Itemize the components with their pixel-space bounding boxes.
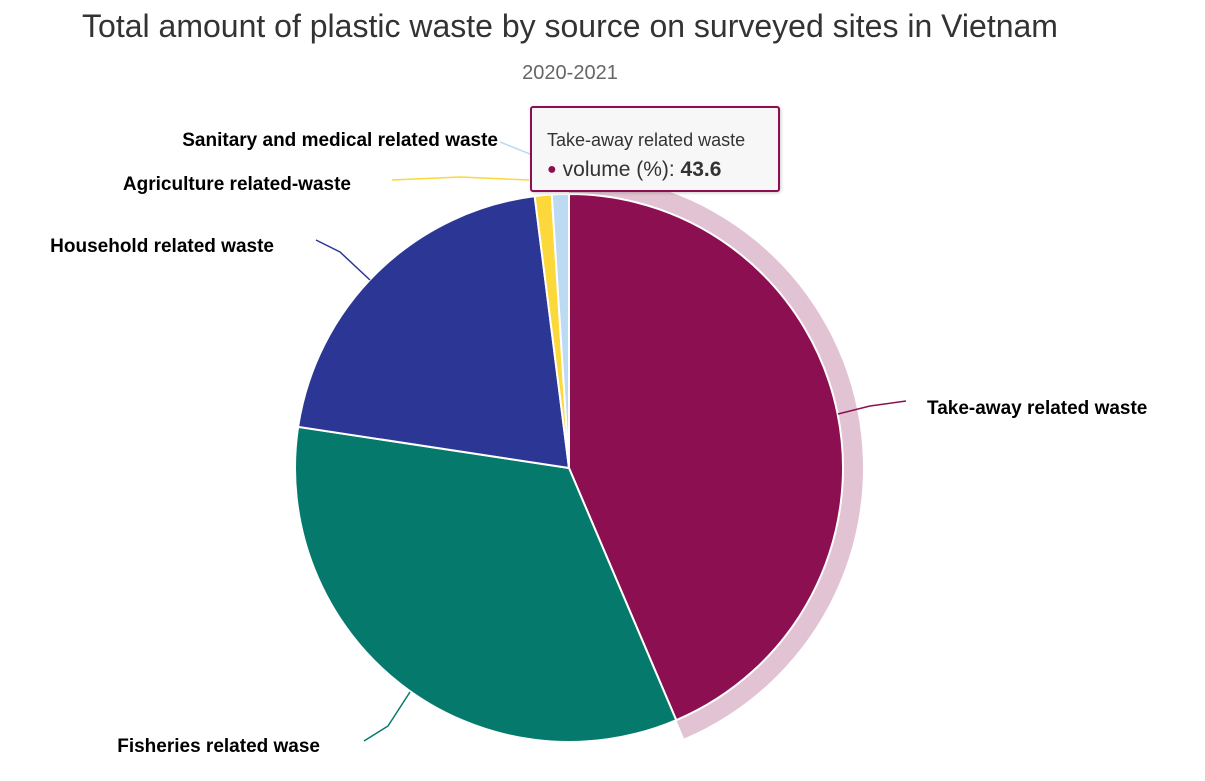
connector-agriculture-related-waste [391, 176, 530, 181]
connector-household-related-waste [315, 239, 371, 281]
pie-slice-fisheries-related-wase [294, 425, 678, 743]
tooltip: Take-away related waste ● volume (%): 43.… [530, 106, 780, 192]
series-dot-icon: ● [547, 161, 557, 178]
tooltip-value: 43.6 [680, 158, 722, 181]
pie-slice-household-related-waste [296, 195, 571, 470]
tooltip-series-name: volume (%) [562, 158, 669, 181]
chart-subtitle: 2020-2021 [522, 62, 618, 84]
data-label-fisheries-related-wase: Fisheries related wase [117, 736, 320, 757]
connector-fisheries-related-wase [363, 691, 411, 742]
data-label-household-related-waste: Household related waste [50, 236, 274, 257]
data-label-agriculture-related-waste: Agriculture related-waste [123, 174, 351, 195]
tooltip-row: ● volume (%): 43.6 [547, 158, 722, 181]
data-label-sanitary-and-medical-related-waste: Sanitary and medical related waste [182, 130, 498, 151]
chart-title: Total amount of plastic waste by source … [82, 8, 1058, 44]
connector-take-away-related-waste [837, 400, 907, 415]
data-label-take-away-related-waste: Take-away related waste [927, 398, 1147, 419]
pie-slice-sanitary-and-medical-related-waste [550, 192, 570, 469]
pie-slice-take-away-related-waste [568, 192, 844, 722]
tooltip-header: Take-away related waste [547, 130, 746, 150]
